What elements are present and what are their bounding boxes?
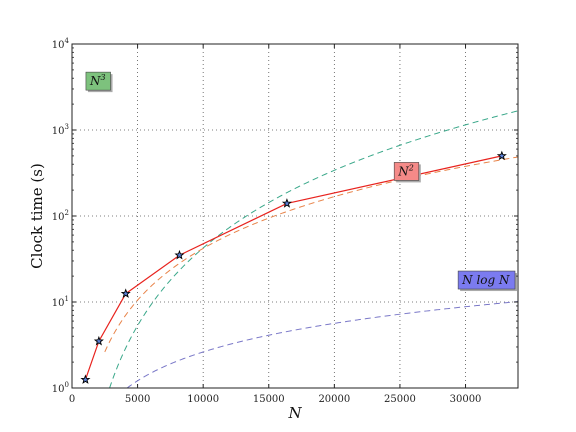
reference-curve-n3 [109, 110, 519, 389]
annotation-nlogn: N log N [457, 270, 517, 292]
data-point [80, 374, 91, 384]
y-tick-label: 104 [52, 37, 70, 51]
data-point [174, 249, 185, 260]
data-point [93, 335, 104, 346]
x-tick-label: 0 [69, 394, 75, 405]
reference-curve-nlogn [126, 301, 519, 389]
x-tick-label: 15000 [253, 394, 285, 405]
y-tick-label: 100 [52, 381, 69, 395]
annotation-label: N3 [89, 73, 106, 88]
data-point [281, 198, 292, 208]
x-tick-label: 10000 [187, 394, 219, 405]
x-tick-label: 30000 [450, 394, 482, 405]
x-tick-label: 25000 [384, 394, 416, 405]
x-axis-title: N [287, 404, 302, 422]
annotation-n2: N2 [393, 162, 421, 183]
axis-ticks: 0 5000 10000 15000 20000 25000 30000 100 101 102 1… [52, 37, 518, 405]
reference-curves [104, 110, 519, 389]
data-point [120, 288, 131, 298]
x-tick-label: 5000 [125, 394, 150, 405]
x-tick-label: 20000 [318, 394, 350, 405]
reference-curve-n2 [104, 156, 519, 353]
y-tick-label: 103 [52, 123, 69, 137]
annotation-label: N log N [461, 273, 510, 287]
annotation-n3: N3 [85, 71, 113, 93]
annotation-label: N2 [397, 163, 414, 178]
y-tick-label: 102 [52, 209, 69, 223]
y-axis-title: Clock time (s) [28, 163, 46, 269]
data-point [496, 150, 507, 161]
annotations: N3 N2 N log N [85, 71, 517, 292]
y-tick-label: 101 [52, 295, 69, 309]
annotation-box [457, 270, 516, 290]
annotation-box [85, 71, 111, 91]
grid [72, 44, 518, 388]
measured-series [80, 150, 507, 384]
plot-frame [71, 43, 519, 389]
annotation-box [393, 162, 420, 181]
measured-line [84, 155, 502, 380]
